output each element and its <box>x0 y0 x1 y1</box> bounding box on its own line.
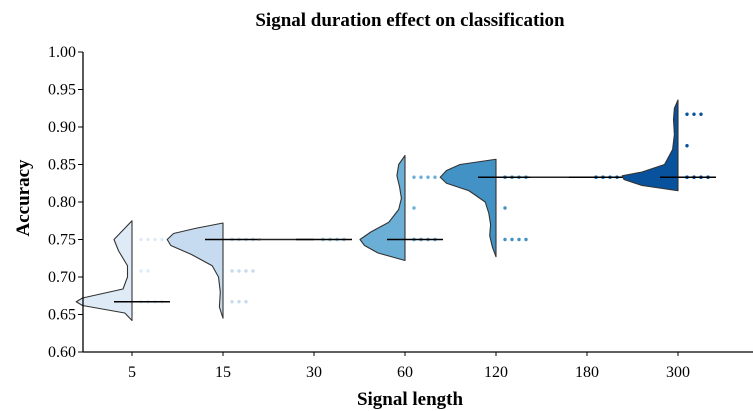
data-point-60 <box>419 175 423 179</box>
data-point-15 <box>237 300 241 304</box>
data-point-5 <box>153 237 157 242</box>
y-axis-label: Accuracy <box>13 159 34 237</box>
data-point-5 <box>146 269 150 273</box>
group-30 <box>257 237 352 242</box>
y-tick-label: 0.70 <box>48 269 76 286</box>
x-tick-label: 5 <box>128 364 136 381</box>
x-tick-label: 120 <box>484 364 508 381</box>
data-point-5 <box>139 237 143 242</box>
data-point-5 <box>146 237 150 242</box>
group-120 <box>439 158 534 258</box>
data-point-60 <box>412 175 416 179</box>
data-point-300 <box>692 112 696 116</box>
group-60 <box>359 154 443 262</box>
x-tick-label: 15 <box>215 364 231 381</box>
data-point-5 <box>160 237 164 242</box>
y-tick-label: 0.60 <box>48 344 76 361</box>
x-tick-label: 60 <box>397 364 413 381</box>
x-tick-label: 300 <box>666 364 690 381</box>
y-tick-label: 0.90 <box>48 119 76 136</box>
half-violin-5 <box>75 220 133 322</box>
group-180 <box>530 175 625 179</box>
half-violin-15 <box>166 222 224 319</box>
data-point-120 <box>524 237 528 242</box>
data-point-15 <box>244 300 248 304</box>
half-violin-60 <box>359 154 406 262</box>
data-point-120 <box>503 237 507 242</box>
y-tick-label: 1.00 <box>48 44 76 61</box>
half-violin-300 <box>621 99 679 192</box>
plot-area <box>75 99 716 322</box>
data-point-300 <box>685 112 689 116</box>
data-point-15 <box>244 269 248 273</box>
half-violin-120 <box>439 158 497 258</box>
data-point-300 <box>699 112 703 116</box>
y-tick-label: 0.85 <box>48 157 76 174</box>
data-point-120 <box>510 237 514 242</box>
y-tick-label: 0.75 <box>48 232 76 249</box>
x-tick-label: 180 <box>575 364 599 381</box>
data-point-300 <box>685 144 689 148</box>
data-point-15 <box>237 269 241 273</box>
group-5 <box>75 220 170 322</box>
y-tick-label: 0.95 <box>48 82 76 99</box>
y-tick-label: 0.65 <box>48 307 76 324</box>
x-tick-label: 30 <box>306 364 322 381</box>
data-point-15 <box>230 269 234 273</box>
x-axis-label: Signal length <box>357 389 464 410</box>
group-300 <box>621 99 716 192</box>
group-15 <box>166 222 261 319</box>
data-point-60 <box>412 206 416 210</box>
chart-title: Signal duration effect on classification <box>255 10 565 31</box>
y-tick-label: 0.80 <box>48 194 76 211</box>
data-point-15 <box>230 300 234 304</box>
data-point-120 <box>517 237 521 242</box>
data-point-120 <box>503 206 507 210</box>
data-point-15 <box>251 269 255 273</box>
data-point-60 <box>426 175 430 179</box>
axes: 0.60 0.65 0.70 0.75 0.80 0.85 0.90 0.95 1.00 5 15 3… <box>48 44 753 381</box>
data-point-5 <box>139 269 143 273</box>
data-point-60 <box>433 175 437 179</box>
